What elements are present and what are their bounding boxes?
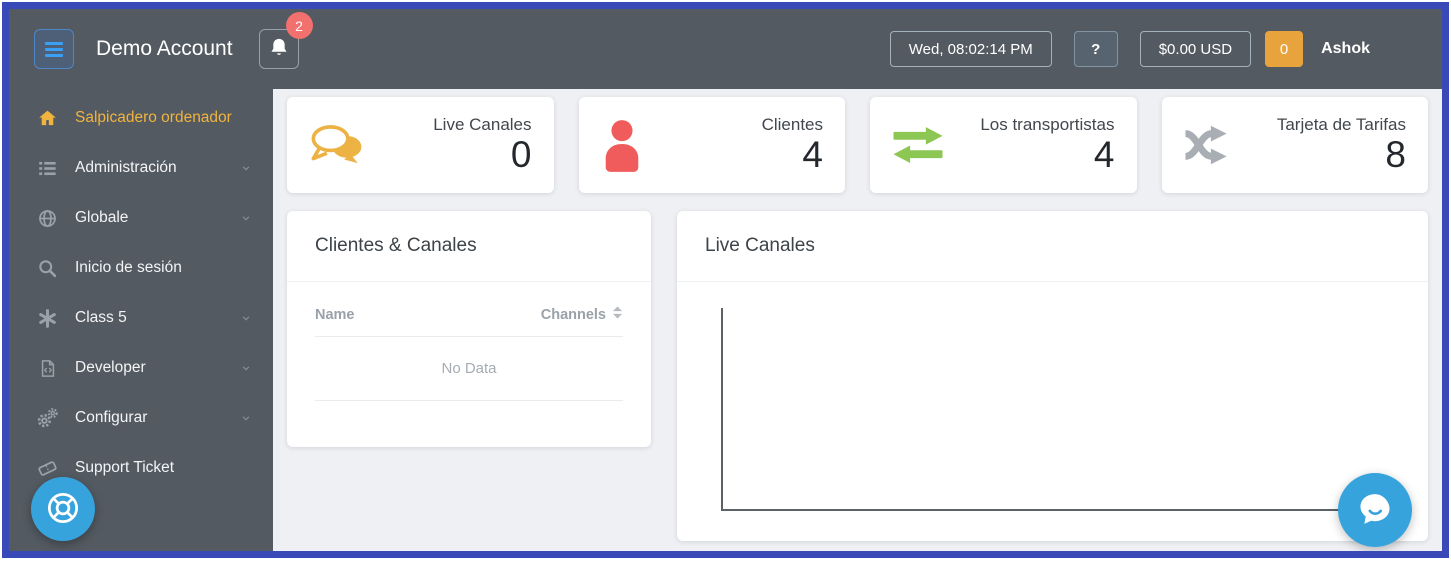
exchange-arrows-icon <box>890 122 952 168</box>
notification-count-badge[interactable]: 2 <box>285 12 313 39</box>
sidebar-item-label: Developer <box>75 359 146 376</box>
bell-icon <box>269 37 289 62</box>
chart-area <box>677 308 1428 551</box>
chevron-down-icon <box>239 311 253 325</box>
sidebar-item-developer[interactable]: Developer <box>9 343 273 393</box>
stat-value: 4 <box>802 134 823 176</box>
datetime-button[interactable]: Wed, 08:02:14 PM <box>889 31 1052 67</box>
sidebar-item-label: Class 5 <box>75 309 127 326</box>
sidebar-item-administracion[interactable]: Administración <box>9 143 273 193</box>
sidebar-item-class-5[interactable]: Class 5 <box>9 293 273 343</box>
stat-cards-row: Live Canales 0 Clientes 4 <box>287 97 1428 193</box>
stat-value: 0 <box>510 134 532 176</box>
list-icon <box>36 157 59 180</box>
sidebar-item-label: Administración <box>75 159 177 176</box>
life-ring-icon <box>42 487 84 532</box>
sidebar-item-inicio-de-sesion[interactable]: Inicio de sesión <box>9 243 273 293</box>
chart-axes <box>721 308 1412 511</box>
stat-label: Tarjeta de Tarifas <box>1276 115 1406 135</box>
stat-label: Los transportistas <box>980 115 1115 135</box>
main-content: Live Canales 0 Clientes 4 <box>273 89 1442 551</box>
panel-title: Clientes & Canales <box>287 211 651 282</box>
stat-card-los-transportistas: Los transportistas 4 <box>870 97 1137 193</box>
chevron-down-icon <box>239 161 253 175</box>
file-code-icon <box>36 357 59 380</box>
stat-card-tarjeta-de-tarifas: Tarjeta de Tarifas 8 <box>1161 97 1428 193</box>
stat-label: Live Canales <box>433 115 532 135</box>
notifications-button[interactable] <box>258 29 299 69</box>
empty-table-message: No Data <box>315 337 623 401</box>
chevron-down-icon <box>239 411 253 425</box>
sidebar-item-label: Inicio de sesión <box>75 259 182 276</box>
topbar: Demo Account 2 Wed, 08:02:14 PM ? $0.00 … <box>9 9 1442 89</box>
sidebar-item-globale[interactable]: Globale <box>9 193 273 243</box>
hamburger-menu-button[interactable] <box>34 29 74 69</box>
sort-icon <box>612 306 623 323</box>
hamburger-icon <box>45 41 63 45</box>
sidebar-item-label: Configurar <box>75 409 148 426</box>
table-header-row: Name Channels <box>315 282 623 337</box>
user-icon <box>599 117 661 173</box>
page-title: Demo Account <box>96 37 233 60</box>
support-fab-button[interactable] <box>31 477 95 541</box>
asterisk-icon <box>36 307 59 330</box>
column-header-channels[interactable]: Channels <box>541 306 623 323</box>
sidebar-item-label: Salpicadero ordenador <box>75 109 232 126</box>
chevron-down-icon <box>239 211 253 225</box>
stat-card-clientes: Clientes 4 <box>578 97 845 193</box>
counter-badge-button[interactable]: 0 <box>1265 31 1304 67</box>
sidebar-item-support-ticket[interactable]: Support Ticket <box>9 443 273 493</box>
home-icon <box>36 107 59 130</box>
sidebar-item-configurar[interactable]: Configurar <box>9 393 273 443</box>
sidebar-item-label: Support Ticket <box>75 459 175 476</box>
help-button[interactable]: ? <box>1073 31 1118 67</box>
panel-title: Live Canales <box>677 211 1428 282</box>
stat-card-live-canales: Live Canales 0 <box>287 97 554 193</box>
chat-bubble-icon <box>1353 487 1397 534</box>
chevron-down-icon <box>239 361 253 375</box>
notification-area: 2 <box>258 12 313 69</box>
stat-value: 8 <box>1385 134 1406 176</box>
clients-channels-panel: Clientes & Canales Name Channels <box>287 211 651 447</box>
sidebar: Salpicadero ordenador Administración <box>9 89 273 551</box>
live-channels-panel: Live Canales <box>677 211 1428 541</box>
chat-bubbles-icon <box>307 121 369 169</box>
globe-icon <box>36 207 59 230</box>
user-menu[interactable]: Ashok <box>1321 40 1370 57</box>
sidebar-item-label: Globale <box>75 209 129 226</box>
balance-button[interactable]: $0.00 USD <box>1139 31 1252 67</box>
sidebar-item-salpicadero-ordenador[interactable]: Salpicadero ordenador <box>9 93 273 143</box>
stat-label: Clientes <box>761 115 823 135</box>
shuffle-icon <box>1182 122 1244 168</box>
panels-row: Clientes & Canales Name Channels <box>287 211 1428 541</box>
gears-icon <box>36 407 59 430</box>
search-icon <box>36 257 59 280</box>
stat-value: 4 <box>1093 134 1115 176</box>
column-header-name: Name <box>315 306 355 323</box>
chat-fab-button[interactable] <box>1338 473 1412 547</box>
ticket-icon <box>36 457 59 480</box>
